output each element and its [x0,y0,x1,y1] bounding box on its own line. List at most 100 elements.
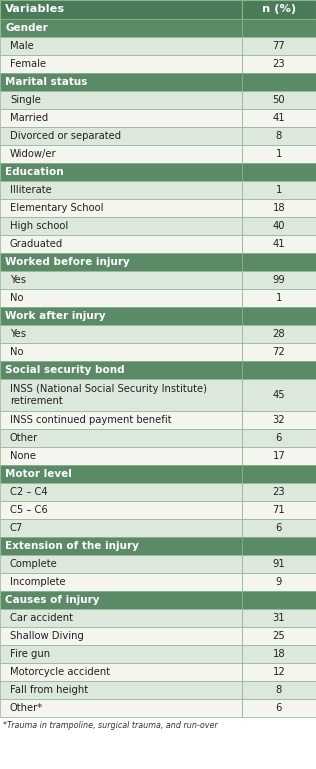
Bar [242,361,316,379]
Bar [0,699,242,717]
Text: Married: Married [10,113,48,123]
Text: Work after injury: Work after injury [5,311,106,321]
Bar [242,289,316,307]
Bar [0,289,242,307]
Text: Other*: Other* [10,703,43,713]
Text: Other: Other [10,433,38,443]
Bar [0,325,242,343]
Text: 1: 1 [276,293,282,303]
Text: High school: High school [10,221,68,231]
Text: n (%): n (%) [262,5,296,15]
Text: 8: 8 [276,685,282,695]
Bar [242,591,316,609]
Bar [0,73,242,91]
Bar [242,465,316,483]
Bar [242,37,316,55]
Bar [242,73,316,91]
Text: Elementary School: Elementary School [10,203,104,213]
Text: 1: 1 [276,185,282,195]
Text: Variables: Variables [5,5,65,15]
Bar [0,127,242,145]
Text: 12: 12 [272,667,285,677]
Text: 91: 91 [272,559,285,569]
Text: Fall from height: Fall from height [10,685,88,695]
Bar [242,307,316,325]
Bar [0,591,242,609]
Text: No: No [10,293,23,303]
Bar [0,55,242,73]
Bar [0,19,242,37]
Text: Marital status: Marital status [5,77,88,87]
Bar [242,55,316,73]
Text: 77: 77 [272,41,285,51]
Bar [0,465,242,483]
Text: C2 – C4: C2 – C4 [10,487,48,497]
Bar [0,253,242,271]
Text: Female: Female [10,59,46,69]
Bar [0,0,242,19]
Bar [0,519,242,537]
Bar [242,519,316,537]
Text: 45: 45 [273,390,285,400]
Text: 1: 1 [276,149,282,159]
Bar [242,271,316,289]
Bar [242,19,316,37]
Bar [0,91,242,109]
Bar [0,163,242,181]
Text: C5 – C6: C5 – C6 [10,505,48,515]
Bar [0,181,242,199]
Bar [242,555,316,573]
Bar [242,91,316,109]
Bar [242,217,316,235]
Bar [0,681,242,699]
Text: Divorced or separated: Divorced or separated [10,131,121,141]
Bar [242,181,316,199]
Text: 28: 28 [273,329,285,339]
Bar [0,537,242,555]
Bar [0,235,242,253]
Bar [242,109,316,127]
Text: Car accident: Car accident [10,613,73,623]
Text: 40: 40 [273,221,285,231]
Bar [0,37,242,55]
Bar [0,555,242,573]
Bar [0,645,242,663]
Text: Male: Male [10,41,34,51]
Bar [0,483,242,501]
Text: 99: 99 [272,275,285,285]
Text: 8: 8 [276,131,282,141]
Bar [242,663,316,681]
Text: 18: 18 [273,649,285,659]
Text: Causes of injury: Causes of injury [5,595,100,605]
Bar [0,447,242,465]
Bar [242,127,316,145]
Bar [0,217,242,235]
Text: INSS (National Social Security Institute)
retirement: INSS (National Social Security Institute… [10,384,207,406]
Text: INSS continued payment benefit: INSS continued payment benefit [10,415,172,425]
Text: No: No [10,347,23,357]
Text: Motor level: Motor level [5,469,72,479]
Text: None: None [10,451,36,461]
Text: C7: C7 [10,523,23,533]
Bar [242,645,316,663]
Text: Incomplete: Incomplete [10,577,66,587]
Bar [242,0,316,19]
Bar [0,199,242,217]
Text: 50: 50 [273,95,285,105]
Text: Gender: Gender [5,23,48,33]
Text: 41: 41 [273,239,285,249]
Text: 9: 9 [276,577,282,587]
Bar [242,483,316,501]
Bar [242,429,316,447]
Text: 6: 6 [276,433,282,443]
Text: *Trauma in trampoline, surgical trauma, and run-over: *Trauma in trampoline, surgical trauma, … [3,721,218,730]
Bar [242,235,316,253]
Text: Illiterate: Illiterate [10,185,52,195]
Text: Extension of the injury: Extension of the injury [5,541,139,551]
Bar [242,537,316,555]
Text: 6: 6 [276,523,282,533]
Bar [0,145,242,163]
Bar [242,379,316,411]
Bar [0,609,242,627]
Bar [242,627,316,645]
